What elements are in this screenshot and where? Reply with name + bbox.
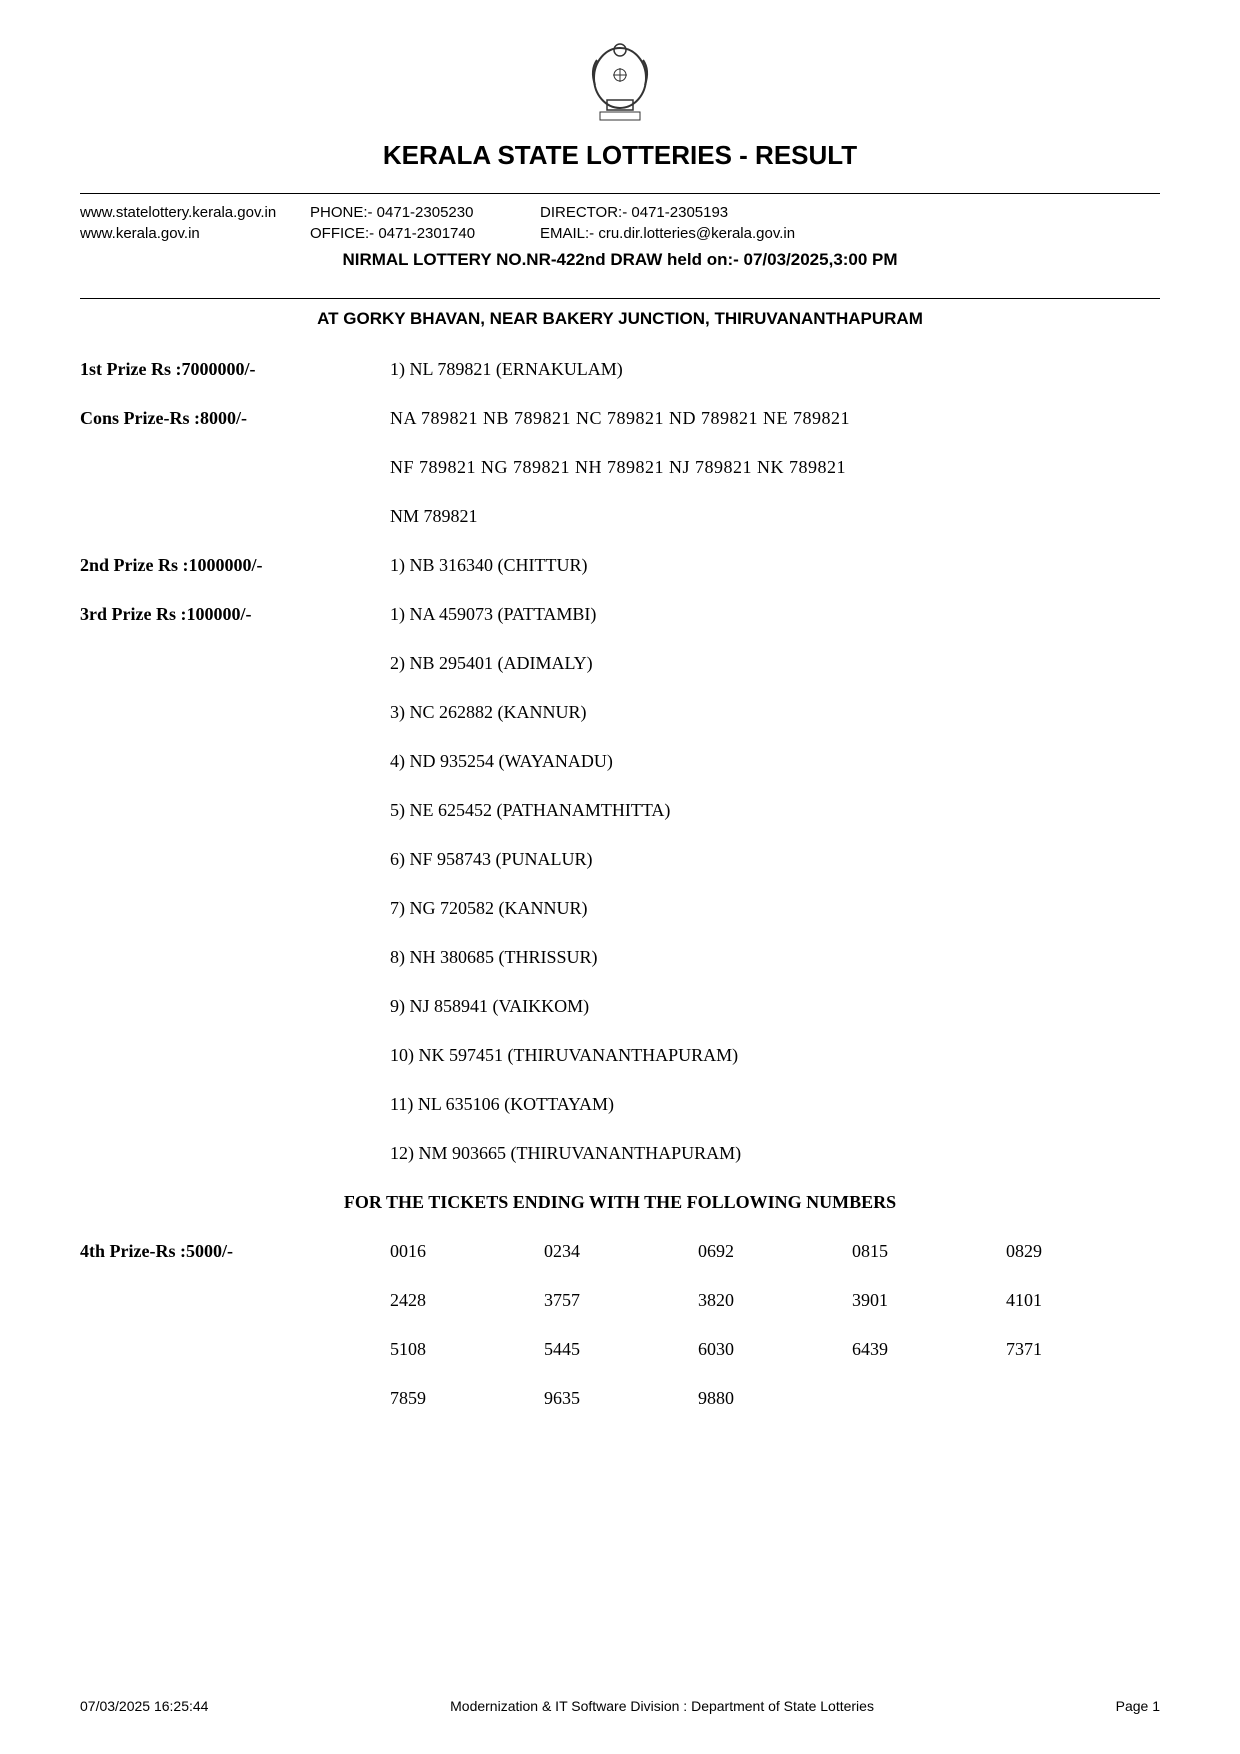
prize-row-second: 2nd Prize Rs :1000000/- 1) NB 316340 (CH… (80, 555, 1160, 576)
number-cell: 9635 (544, 1388, 698, 1409)
page-footer: 07/03/2025 16:25:44 Modernization & IT S… (80, 1698, 1160, 1714)
contact-row-1: www.statelottery.kerala.gov.in PHONE:- 0… (80, 204, 1160, 221)
fourth-prize-label: 4th Prize-Rs :5000/- (80, 1241, 390, 1409)
number-cell: 3820 (698, 1290, 852, 1311)
third-prize-values: 1) NA 459073 (PATTAMBI) 2) NB 295401 (ADI… (390, 604, 1160, 1164)
third-prize-winner: 10) NK 597451 (THIRUVANANTHAPURAM) (390, 1045, 1160, 1066)
number-cell: 5445 (544, 1339, 698, 1360)
fourth-prize-grid: 00160234069208150829 24283757382039014101… (390, 1241, 1160, 1409)
third-prize-winner: 4) ND 935254 (WAYANADU) (390, 751, 1160, 772)
footer-center-text: Modernization & IT Software Division : D… (450, 1698, 874, 1714)
number-cell: 0016 (390, 1241, 544, 1262)
number-cell: 5108 (390, 1339, 544, 1360)
second-prize-label: 2nd Prize Rs :1000000/- (80, 555, 390, 576)
cons-prize-values: NA 789821 NB 789821 NC 789821 ND 789821 … (390, 408, 1160, 527)
third-prize-winner: 12) NM 903665 (THIRUVANANTHAPURAM) (390, 1143, 1160, 1164)
cons-prize-label: Cons Prize-Rs :8000/- (80, 408, 390, 527)
third-prize-winner: 5) NE 625452 (PATHANAMTHITTA) (390, 800, 1160, 821)
first-prize-winner-1: 1) NL 789821 (ERNAKULAM) (390, 359, 1160, 380)
second-prize-winner-1: 1) NB 316340 (CHITTUR) (390, 555, 1160, 576)
number-cell: 6439 (852, 1339, 1006, 1360)
third-prize-winner: 11) NL 635106 (KOTTAYAM) (390, 1094, 1160, 1115)
footer-page-number: Page 1 (1116, 1698, 1160, 1714)
number-cell: 7859 (390, 1388, 544, 1409)
number-cell: 2428 (390, 1290, 544, 1311)
prize-row-cons: Cons Prize-Rs :8000/- NA 789821 NB 78982… (80, 408, 1160, 527)
number-cell: 9880 (698, 1388, 852, 1409)
ending-numbers-header: FOR THE TICKETS ENDING WITH THE FOLLOWIN… (80, 1192, 1160, 1213)
number-cell: 0815 (852, 1241, 1006, 1262)
first-prize-label: 1st Prize Rs :7000000/- (80, 359, 390, 380)
third-prize-winner: 3) NC 262882 (KANNUR) (390, 702, 1160, 723)
email-label: EMAIL:- cru.dir.lotteries@kerala.gov.in (540, 225, 1160, 242)
number-cell: 7371 (1006, 1339, 1160, 1360)
third-prize-winner: 1) NA 459073 (PATTAMBI) (390, 604, 1160, 625)
page-title: KERALA STATE LOTTERIES - RESULT (80, 140, 1160, 171)
prize-row-third: 3rd Prize Rs :100000/- 1) NA 459073 (PAT… (80, 604, 1160, 1164)
number-cell: 0829 (1006, 1241, 1160, 1262)
number-cell: 3901 (852, 1290, 1006, 1311)
cons-line-1: NA 789821 NB 789821 NC 789821 ND 789821 … (390, 408, 1160, 429)
website-2: www.kerala.gov.in (80, 225, 310, 242)
first-prize-values: 1) NL 789821 (ERNAKULAM) (390, 359, 1160, 380)
cons-line-3: NM 789821 (390, 506, 1160, 527)
third-prize-winner: 2) NB 295401 (ADIMALY) (390, 653, 1160, 674)
venue-line: AT GORKY BHAVAN, NEAR BAKERY JUNCTION, T… (80, 309, 1160, 329)
draw-info: NIRMAL LOTTERY NO.NR-422nd DRAW held on:… (80, 250, 1160, 270)
website-1: www.statelottery.kerala.gov.in (80, 204, 310, 221)
third-prize-winner: 8) NH 380685 (THRISSUR) (390, 947, 1160, 968)
number-cell: 0234 (544, 1241, 698, 1262)
cons-line-2: NF 789821 NG 789821 NH 789821 NJ 789821 … (390, 457, 1160, 478)
number-cell: 6030 (698, 1339, 852, 1360)
third-prize-winner: 7) NG 720582 (KANNUR) (390, 898, 1160, 919)
third-prize-label: 3rd Prize Rs :100000/- (80, 604, 390, 1164)
divider (80, 193, 1160, 194)
number-cell: 3757 (544, 1290, 698, 1311)
logo-container (80, 30, 1160, 130)
director-label: DIRECTOR:- 0471-2305193 (540, 204, 1160, 221)
prize-row-first: 1st Prize Rs :7000000/- 1) NL 789821 (ER… (80, 359, 1160, 380)
office-label: OFFICE:- 0471-2301740 (310, 225, 540, 242)
contact-row-2: www.kerala.gov.in OFFICE:- 0471-2301740 … (80, 225, 1160, 242)
third-prize-winner: 6) NF 958743 (PUNALUR) (390, 849, 1160, 870)
number-cell: 4101 (1006, 1290, 1160, 1311)
second-prize-values: 1) NB 316340 (CHITTUR) (390, 555, 1160, 576)
number-cell: 0692 (698, 1241, 852, 1262)
phone-label: PHONE:- 0471-2305230 (310, 204, 540, 221)
footer-timestamp: 07/03/2025 16:25:44 (80, 1698, 208, 1714)
emblem-icon (575, 30, 665, 125)
prize-row-fourth: 4th Prize-Rs :5000/- 0016023406920815082… (80, 1241, 1160, 1409)
third-prize-winner: 9) NJ 858941 (VAIKKOM) (390, 996, 1160, 1017)
divider (80, 298, 1160, 299)
